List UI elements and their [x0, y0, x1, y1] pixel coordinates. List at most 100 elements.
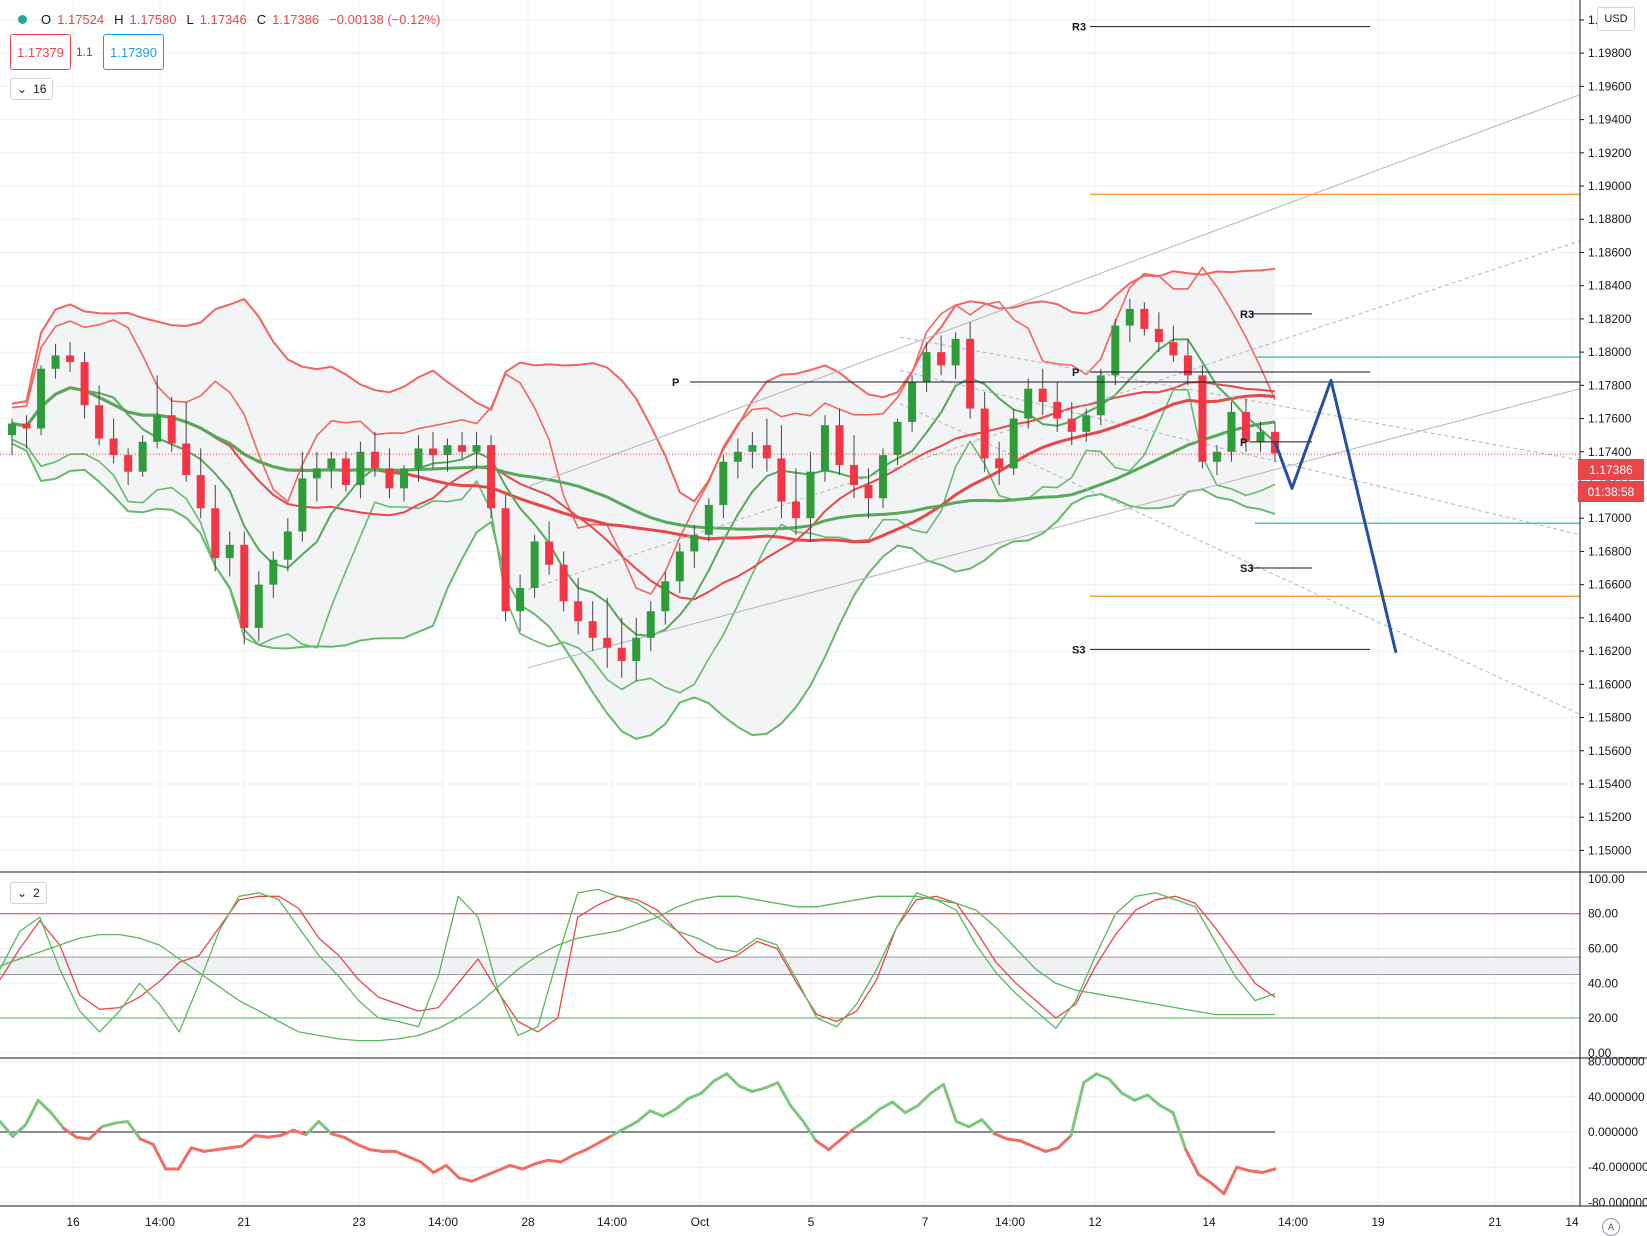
candle-body[interactable] [1198, 375, 1207, 462]
candle-body[interactable] [1038, 388, 1047, 402]
candle-body[interactable] [1096, 375, 1105, 416]
candle-body[interactable] [51, 355, 60, 369]
candle-body[interactable] [254, 584, 263, 628]
close-label: C [256, 12, 267, 27]
candle-body[interactable] [109, 438, 118, 456]
candle-body[interactable] [138, 441, 147, 472]
candle-body[interactable] [690, 534, 699, 552]
candle-body[interactable] [516, 587, 525, 612]
candle-body[interactable] [1154, 328, 1163, 343]
candle-body[interactable] [1082, 415, 1091, 432]
candle-body[interactable] [1125, 308, 1134, 326]
candle-body[interactable] [66, 355, 75, 363]
candle-body[interactable] [341, 458, 350, 485]
sell-button[interactable]: 1.17379 [10, 34, 71, 70]
candle-body[interactable] [487, 445, 496, 509]
candle-body[interactable] [356, 451, 365, 485]
candle-body[interactable] [675, 551, 684, 582]
candle-body[interactable] [399, 468, 408, 489]
candle-body[interactable] [937, 352, 946, 366]
candle-body[interactable] [385, 468, 394, 489]
candle-body[interactable] [8, 423, 16, 436]
candle-body[interactable] [95, 405, 104, 439]
candle-body[interactable] [661, 581, 670, 612]
price-pane[interactable]: R3 P S3 R3 P S3 P [0, 22, 1581, 740]
buy-button[interactable]: 1.17390 [103, 34, 164, 70]
candle-body[interactable] [1140, 308, 1149, 329]
candle-body[interactable] [1212, 451, 1221, 462]
candle-body[interactable] [791, 501, 800, 519]
time-tick-label: 21 [237, 1215, 251, 1229]
candle-body[interactable] [966, 338, 975, 409]
currency-button[interactable]: USD [1597, 7, 1635, 31]
candle-body[interactable] [850, 465, 858, 485]
candle-body[interactable] [980, 408, 989, 459]
candle-body[interactable] [646, 611, 655, 638]
candle-body[interactable] [1241, 411, 1250, 442]
candle-body[interactable] [617, 647, 626, 662]
candle-body[interactable] [719, 461, 728, 505]
candle-body[interactable] [1256, 431, 1265, 442]
candle-body[interactable] [501, 508, 510, 612]
candle-body[interactable] [429, 448, 437, 456]
candle-body[interactable] [283, 531, 292, 560]
candle-body[interactable] [530, 541, 539, 588]
candle-body[interactable] [196, 475, 205, 509]
candle-body[interactable] [37, 368, 46, 429]
candle-body[interactable] [80, 362, 89, 406]
main-indicators-toggle[interactable]: ⌄ 16 [10, 78, 54, 100]
candle-body[interactable] [545, 541, 554, 565]
oscillator-pane[interactable] [0, 1072, 1277, 1196]
candle-body[interactable] [1024, 388, 1033, 419]
candle-body[interactable] [1227, 411, 1236, 452]
candle-body[interactable] [864, 484, 873, 499]
candle-body[interactable] [588, 621, 597, 638]
candle-body[interactable] [167, 415, 176, 444]
candle-body[interactable] [1111, 325, 1120, 376]
stochastic-pane[interactable] [0, 888, 1580, 1042]
candle-body[interactable] [704, 504, 713, 535]
candle-body[interactable] [806, 471, 815, 519]
candle-body[interactable] [153, 415, 162, 442]
candle-body[interactable] [893, 421, 902, 456]
candle-body[interactable] [762, 445, 771, 459]
candle-body[interactable] [472, 445, 481, 452]
candle-body[interactable] [879, 455, 888, 499]
candle-body[interactable] [1183, 355, 1192, 376]
auto-scale-button[interactable]: A [1602, 1218, 1620, 1236]
candle-body[interactable] [820, 425, 829, 472]
stoch-indicators-toggle[interactable]: ⌄ 2 [10, 882, 47, 904]
candle-body[interactable] [922, 352, 931, 383]
candle-body[interactable] [995, 458, 1004, 469]
candle-body[interactable] [835, 425, 844, 466]
candle-body[interactable] [269, 559, 278, 585]
candle-body[interactable] [182, 443, 191, 476]
candle-body[interactable] [733, 451, 742, 462]
candle-body[interactable] [951, 338, 960, 366]
candle-body[interactable] [124, 455, 133, 472]
candle-body[interactable] [603, 637, 612, 648]
candle-body[interactable] [443, 445, 452, 456]
candle-body[interactable] [632, 637, 641, 662]
candle-body[interactable] [225, 544, 234, 559]
oscillator-segment [317, 1119, 333, 1136]
candle-body[interactable] [22, 423, 31, 429]
candle-body[interactable] [414, 448, 423, 469]
candle-body[interactable] [748, 445, 757, 452]
candle-body[interactable] [908, 382, 917, 422]
candle-body[interactable] [240, 544, 249, 628]
candle-body[interactable] [1169, 342, 1178, 356]
candle-body[interactable] [559, 564, 568, 602]
candle-body[interactable] [370, 451, 379, 469]
candle-body[interactable] [1009, 418, 1018, 469]
candle-body[interactable] [1053, 401, 1062, 419]
candle-body[interactable] [327, 458, 336, 469]
candle-body[interactable] [312, 468, 321, 479]
candle-body[interactable] [298, 478, 307, 532]
candle-body[interactable] [211, 508, 220, 559]
candle-body[interactable] [777, 458, 786, 502]
candle-body[interactable] [574, 601, 583, 622]
candle-body[interactable] [458, 445, 467, 452]
candle-body[interactable] [1067, 418, 1076, 432]
